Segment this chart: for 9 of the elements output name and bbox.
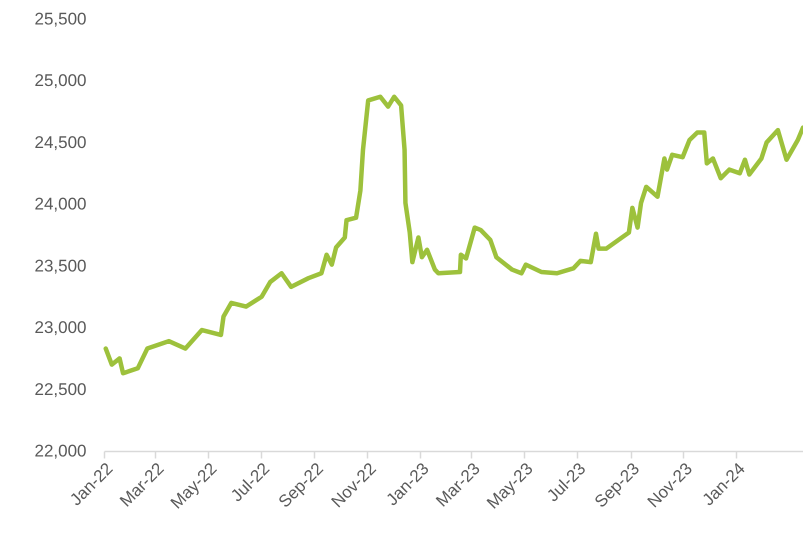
y-tick-label: 24,500	[34, 132, 86, 152]
y-tick-label: 22,000	[34, 442, 86, 460]
line-series	[103, 94, 803, 376]
y-tick-label: 24,000	[34, 194, 86, 214]
y-tick-label: 23,000	[34, 318, 86, 338]
y-tick-label: 25,500	[34, 10, 86, 28]
y-tick-label: 25,000	[34, 71, 86, 90]
y-tick-label: 23,500	[34, 256, 86, 276]
y-tick-label: 22,500	[34, 380, 86, 399]
